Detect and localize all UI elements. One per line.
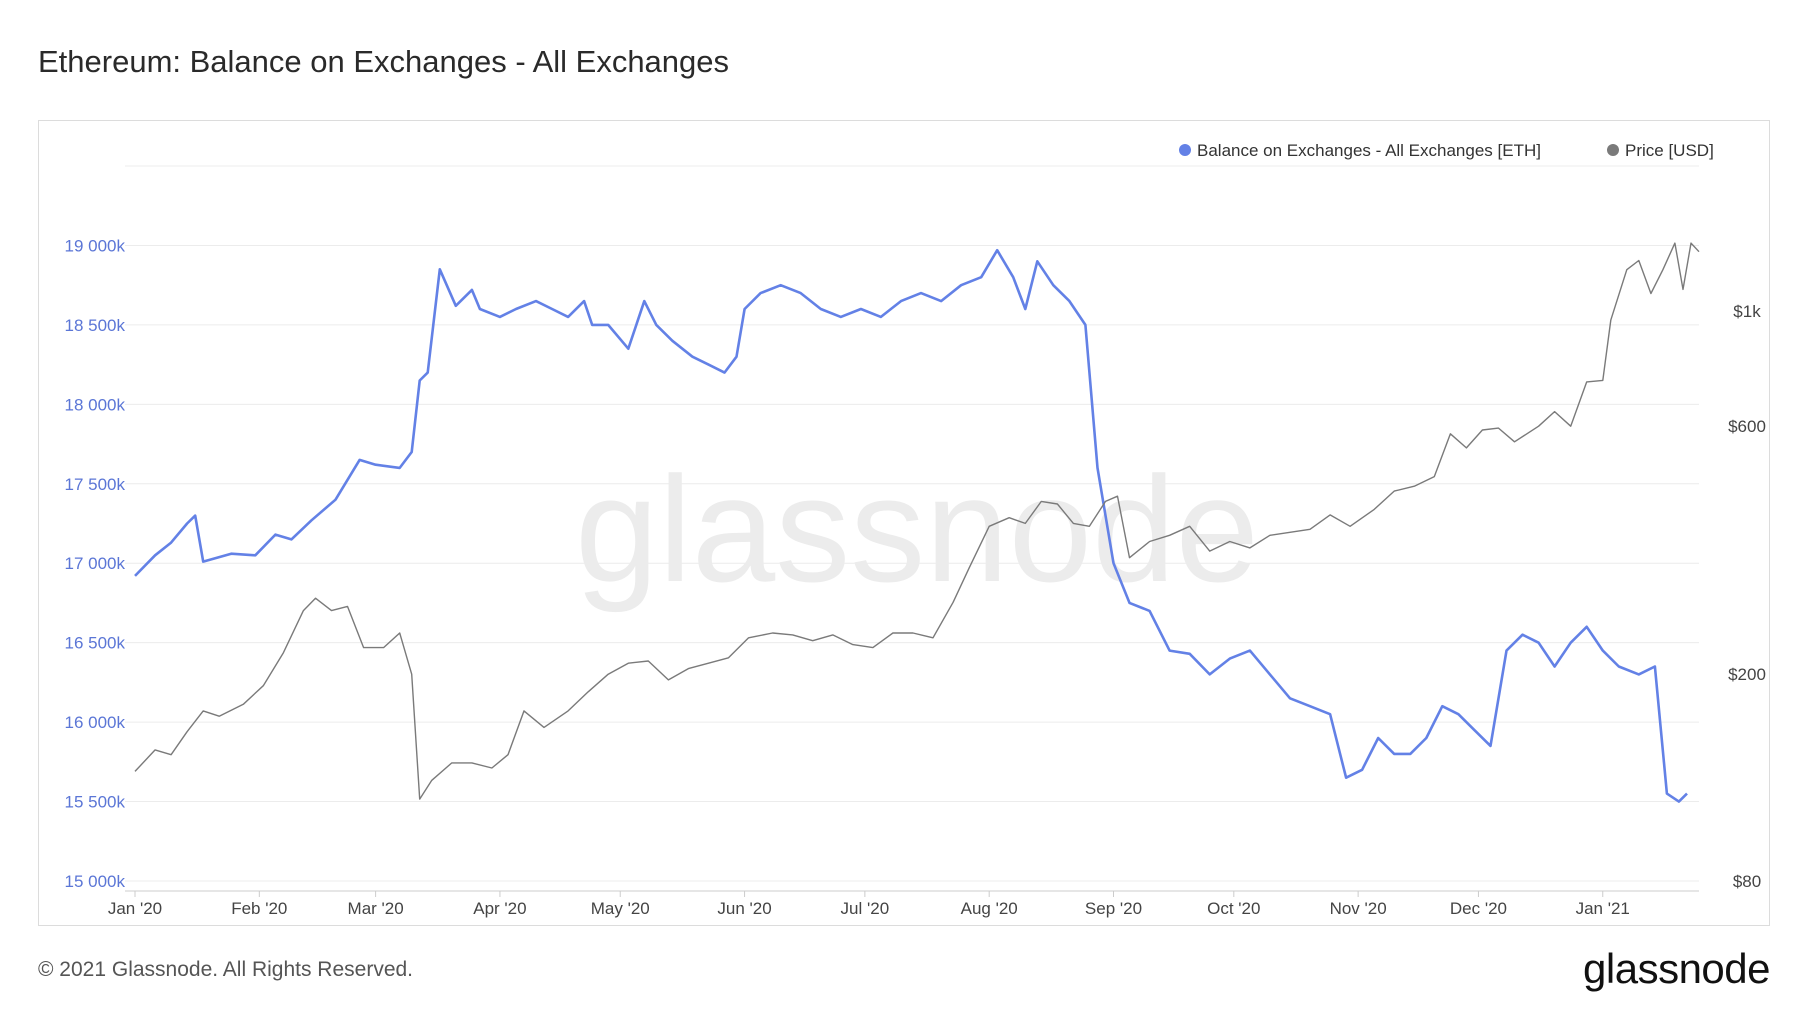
price-series-line bbox=[134, 242, 1700, 800]
x-tick-label: Dec '20 bbox=[1450, 899, 1507, 918]
y-left-tick-label: 16 500k bbox=[65, 634, 126, 653]
y-left-tick-label: 18 500k bbox=[65, 316, 126, 335]
legend-price-marker bbox=[1607, 144, 1619, 156]
y-left-tick-label: 17 000k bbox=[65, 554, 126, 573]
y-right-tick-label: $80 bbox=[1733, 872, 1761, 891]
x-tick-label: Sep '20 bbox=[1085, 899, 1142, 918]
balance-series-line bbox=[134, 248, 1688, 803]
x-tick-label: Mar '20 bbox=[348, 899, 404, 918]
chart-panel: glassnode 15 000k 15 500k 16 000k 16 500k 17 … bbox=[38, 120, 1770, 926]
x-tick-label: Apr '20 bbox=[473, 899, 526, 918]
legend-balance-marker bbox=[1179, 144, 1191, 156]
x-tick-label: Jan '20 bbox=[108, 899, 162, 918]
x-tick-label: Aug '20 bbox=[961, 899, 1018, 918]
x-tick-label: Jan '21 bbox=[1576, 899, 1630, 918]
x-tick-label: Oct '20 bbox=[1207, 899, 1260, 918]
chart-svg: glassnode 15 000k 15 500k 16 000k 16 500k 17 … bbox=[65, 141, 1766, 918]
x-tick-label: Nov '20 bbox=[1330, 899, 1387, 918]
x-tick-label: Jul '20 bbox=[841, 899, 890, 918]
y-left-tick-label: 16 000k bbox=[65, 713, 126, 732]
x-tick-label: May '20 bbox=[591, 899, 650, 918]
y-left-tick-label: 15 500k bbox=[65, 793, 126, 812]
x-tick-label: Jun '20 bbox=[717, 899, 771, 918]
glassnode-logo: glassnode bbox=[1583, 945, 1770, 992]
x-tick-label: Feb '20 bbox=[231, 899, 287, 918]
y-right-tick-label: $200 bbox=[1728, 665, 1766, 684]
page-title: Ethereum: Balance on Exchanges - All Exc… bbox=[38, 44, 730, 79]
y-left-tick-label: 19 000k bbox=[65, 236, 126, 255]
legend-price-label: Price [USD] bbox=[1625, 141, 1714, 160]
y-right-tick-label: $1k bbox=[1733, 302, 1761, 321]
y-left-tick-label: 17 500k bbox=[65, 475, 126, 494]
copyright-text: © 2021 Glassnode. All Rights Reserved. bbox=[38, 958, 414, 981]
legend-balance-label: Balance on Exchanges - All Exchanges [ET… bbox=[1197, 141, 1541, 160]
y-left-tick-label: 15 000k bbox=[65, 872, 126, 891]
y-left-tick-label: 18 000k bbox=[65, 395, 126, 414]
watermark-text: glassnode bbox=[575, 445, 1259, 613]
y-right-tick-label: $600 bbox=[1728, 417, 1766, 436]
